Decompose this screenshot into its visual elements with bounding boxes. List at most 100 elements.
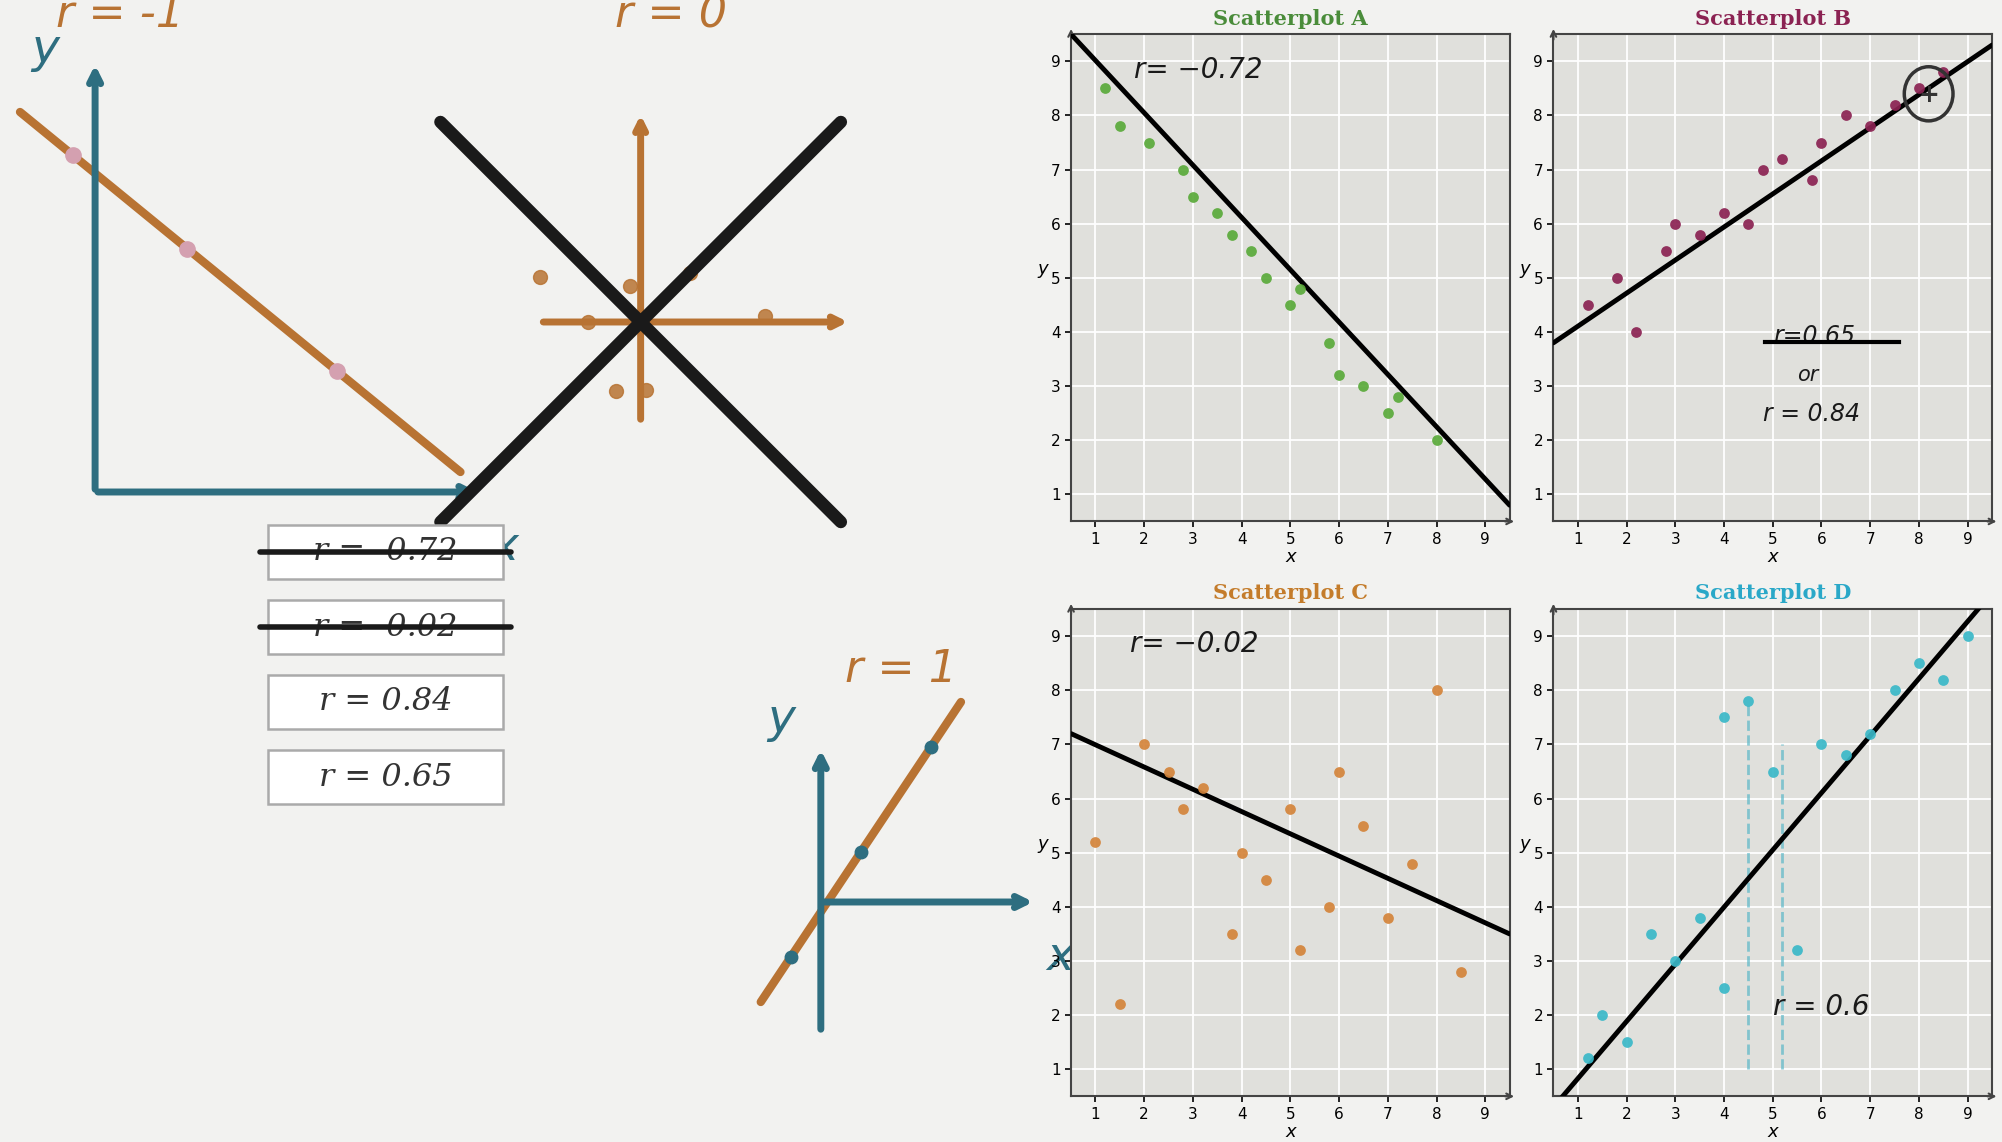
Point xyxy=(1103,995,1135,1013)
Point xyxy=(1572,296,1604,314)
Y-axis label: y: y xyxy=(1037,260,1047,278)
Point xyxy=(1684,909,1716,927)
Point xyxy=(1381,388,1413,407)
Point xyxy=(1133,134,1165,152)
Point xyxy=(1952,627,1984,645)
Point xyxy=(1153,763,1185,781)
Point xyxy=(1395,854,1427,872)
Text: r = 0.84: r = 0.84 xyxy=(1764,402,1860,426)
Point xyxy=(1796,171,1828,190)
Point xyxy=(1660,215,1692,233)
Text: +: + xyxy=(1918,83,1940,107)
Text: r = 0.65: r = 0.65 xyxy=(318,762,452,793)
Point xyxy=(1347,377,1379,395)
Point xyxy=(1902,79,1934,97)
Title: Scatterplot B: Scatterplot B xyxy=(1696,8,1850,29)
Point xyxy=(1167,161,1199,179)
Point xyxy=(1215,925,1247,943)
Point xyxy=(1249,870,1281,888)
Point xyxy=(1283,941,1315,959)
FancyBboxPatch shape xyxy=(268,525,503,579)
Point xyxy=(1650,242,1682,260)
FancyBboxPatch shape xyxy=(268,600,503,654)
X-axis label: x: x xyxy=(1768,1123,1778,1141)
Text: x: x xyxy=(1045,934,1073,980)
Point xyxy=(1347,817,1379,835)
Point xyxy=(1371,404,1403,423)
Point xyxy=(1129,735,1161,754)
Point xyxy=(1313,333,1345,352)
Text: y: y xyxy=(32,27,58,72)
Point xyxy=(1830,746,1862,764)
Text: y: y xyxy=(767,697,795,742)
Point xyxy=(1928,670,1960,689)
Point xyxy=(1636,925,1668,943)
Text: r= −0.02: r= −0.02 xyxy=(1129,630,1257,659)
Point xyxy=(1660,951,1692,970)
Point xyxy=(1103,118,1135,136)
Point xyxy=(1878,96,1910,114)
Point xyxy=(1748,161,1780,179)
Point xyxy=(1782,941,1814,959)
FancyBboxPatch shape xyxy=(268,675,503,729)
Point xyxy=(1089,79,1121,97)
Point xyxy=(1732,215,1764,233)
Point xyxy=(1275,801,1307,819)
Point xyxy=(1275,296,1307,314)
Point xyxy=(1756,763,1788,781)
Point xyxy=(1928,63,1960,81)
Point xyxy=(1079,833,1111,851)
Point xyxy=(1323,763,1355,781)
Point xyxy=(1902,654,1934,673)
Point xyxy=(1620,323,1652,341)
Point xyxy=(1371,909,1403,927)
FancyBboxPatch shape xyxy=(268,750,503,804)
Point xyxy=(1283,280,1315,298)
Point xyxy=(1421,681,1453,699)
Point xyxy=(1684,225,1716,243)
Text: r= −0.72: r= −0.72 xyxy=(1135,56,1263,83)
Point xyxy=(1854,724,1886,742)
Point xyxy=(1235,242,1267,260)
Y-axis label: y: y xyxy=(1520,260,1530,278)
Point xyxy=(1708,979,1740,997)
Text: r = 1: r = 1 xyxy=(845,648,957,691)
Text: r = -0.72: r = -0.72 xyxy=(312,537,458,568)
Point xyxy=(1854,118,1886,136)
Text: r = -1: r = -1 xyxy=(56,0,184,37)
Point xyxy=(1766,150,1798,168)
Point xyxy=(1445,963,1477,981)
Point xyxy=(1167,801,1199,819)
Point xyxy=(1708,708,1740,726)
Point xyxy=(1249,268,1281,287)
X-axis label: x: x xyxy=(1285,1123,1295,1141)
Point xyxy=(1732,692,1764,710)
Point xyxy=(1313,898,1345,916)
X-axis label: x: x xyxy=(1285,548,1295,566)
Text: r = 0.6: r = 0.6 xyxy=(1772,994,1870,1021)
Point xyxy=(1602,268,1634,287)
Text: r=0.65: r=0.65 xyxy=(1772,324,1854,348)
Text: x: x xyxy=(490,524,519,570)
Point xyxy=(1586,1006,1618,1024)
Point xyxy=(1610,1034,1642,1052)
Y-axis label: y: y xyxy=(1520,835,1530,853)
Text: r = 0: r = 0 xyxy=(615,0,727,37)
Point xyxy=(1806,134,1838,152)
Y-axis label: y: y xyxy=(1037,835,1047,853)
Point xyxy=(1572,1049,1604,1068)
Point xyxy=(1830,106,1862,124)
Point xyxy=(1177,187,1209,206)
Point xyxy=(1708,203,1740,222)
Title: Scatterplot C: Scatterplot C xyxy=(1213,584,1367,603)
Text: r = 0.84: r = 0.84 xyxy=(318,686,452,717)
Point xyxy=(1806,735,1838,754)
X-axis label: x: x xyxy=(1768,548,1778,566)
Point xyxy=(1225,844,1257,862)
Point xyxy=(1323,367,1355,385)
Point xyxy=(1878,681,1910,699)
Title: Scatterplot A: Scatterplot A xyxy=(1213,8,1367,29)
Title: Scatterplot D: Scatterplot D xyxy=(1694,584,1852,603)
Text: or: or xyxy=(1798,364,1818,385)
Point xyxy=(1421,432,1453,450)
